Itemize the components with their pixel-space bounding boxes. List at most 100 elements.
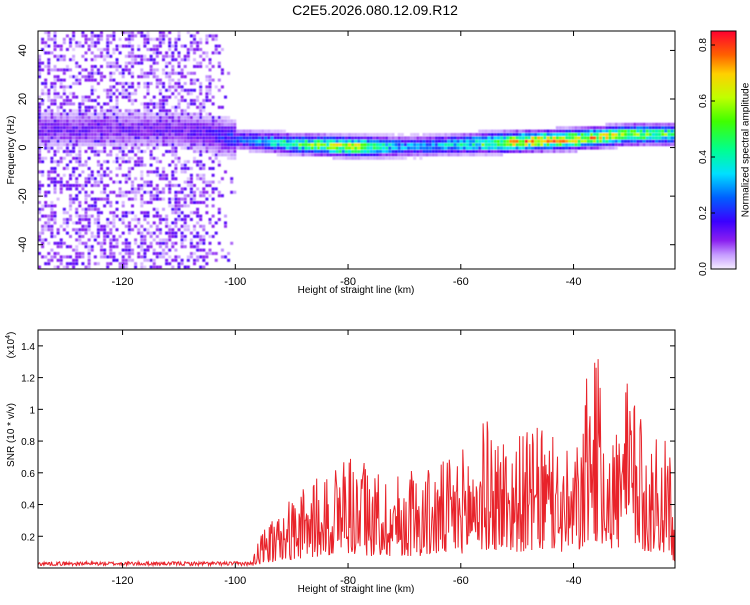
spectrogram-cell [171, 126, 175, 130]
spectrogram-cell [199, 248, 203, 252]
spectrogram-cell [50, 228, 54, 232]
spectrogram-cell [205, 112, 209, 116]
spectrogram-cell [205, 262, 209, 266]
snr-scale-label: (x104) [5, 332, 17, 359]
spectrogram-cell [639, 136, 643, 140]
spectrogram-cell [620, 122, 624, 126]
spectrogram-cell [121, 116, 125, 119]
spectrogram-cell [140, 68, 144, 72]
spectrogram-cell [143, 235, 147, 238]
spectrogram-cell [614, 139, 618, 143]
spectrogram-cell [78, 235, 82, 238]
spectrogram-cell [664, 133, 668, 136]
spectrogram-cell [509, 139, 513, 143]
spectrogram-cell [205, 88, 209, 92]
spectrogram-cell [69, 153, 72, 157]
spectrogram-cell [186, 214, 190, 218]
spectrogram-cell [583, 139, 587, 143]
spectrogram-cell [53, 218, 57, 221]
spectrogram-cell [224, 129, 227, 133]
spectrogram-cell [131, 109, 134, 113]
spectrogram-cell [149, 133, 153, 136]
spectrogram-cell [496, 153, 500, 157]
spectrogram-cell [558, 136, 562, 140]
spectrogram-cell [137, 61, 141, 65]
spectrogram-cell [183, 126, 187, 130]
spectrogram-cell [602, 136, 606, 140]
spectrogram-cell [171, 58, 175, 62]
spectrogram-cell [155, 119, 159, 123]
spectrogram-cell [273, 143, 277, 147]
spectrogram-cell [568, 139, 572, 143]
spectrogram-cell [131, 126, 134, 130]
spectrogram-cell [124, 238, 128, 242]
spectrogram-cell [655, 143, 658, 147]
spectrogram-cell [62, 92, 66, 96]
spectrogram-cell [137, 112, 141, 116]
spectrogram-cell [478, 133, 482, 136]
spectrogram-cell [78, 228, 82, 232]
spectrogram-cell [304, 139, 308, 143]
spectrogram-cell [131, 228, 134, 232]
spectrogram-cell [217, 51, 221, 55]
spectrogram-cell [38, 119, 41, 123]
spectrogram-cell [174, 167, 178, 170]
spectrogram-cell [205, 180, 209, 184]
spectrogram-cell [438, 136, 441, 140]
spectrogram-cell [50, 214, 54, 218]
spectrogram-cell [202, 194, 206, 198]
spectrogram-cell [180, 112, 184, 116]
spectrogram-cell [118, 235, 122, 238]
spectrogram-cell [220, 150, 224, 153]
spectrogram-cell [217, 143, 221, 147]
spectrogram-cell [93, 41, 97, 45]
spectrogram-cell [118, 150, 122, 153]
spectrogram-cell [41, 170, 45, 174]
colorbar-ticks: 0.00.20.40.60.8 [698, 38, 715, 276]
spectrogram-cell [605, 146, 609, 150]
spectrogram-cell [220, 119, 224, 123]
spectrogram-cell [481, 143, 485, 147]
spectrogram-cell [127, 99, 131, 102]
spectrogram-cell [186, 184, 190, 187]
spectrogram-cell [307, 153, 311, 157]
spectrogram-cell [326, 143, 330, 147]
spectrogram-cell [211, 173, 215, 177]
spectrogram-cell [47, 119, 51, 123]
spectrogram-cell [47, 112, 51, 116]
spectrogram-cell [127, 61, 131, 65]
spectrogram-cell [87, 129, 91, 133]
spectrogram-cell [165, 177, 169, 181]
spectrogram-cell [47, 37, 51, 41]
spectrogram-cell [208, 252, 212, 255]
spectrogram-cell [403, 136, 407, 140]
spectrogram-cell [282, 146, 286, 150]
spectrogram-cell [44, 92, 48, 96]
spectrogram-cell [341, 139, 345, 143]
spectrogram-cell [38, 187, 41, 191]
spectrogram-cell [438, 153, 441, 157]
spectrogram-cell [84, 228, 88, 232]
spectrogram-cell [47, 224, 51, 228]
spectrogram-cell [59, 48, 63, 51]
spectrogram-cell [171, 129, 175, 133]
spectrogram-cell [109, 95, 113, 99]
spectrogram-cell [177, 139, 181, 143]
spectrogram-cell [127, 44, 131, 48]
spectrogram-cell [251, 143, 255, 147]
spectrogram-cell [56, 133, 60, 136]
spectrogram-cell [131, 139, 134, 143]
spectrogram-cell [96, 241, 100, 245]
spectrogram-cell [121, 75, 125, 79]
spectrogram-cell [146, 214, 150, 218]
spectrogram-cell [193, 184, 196, 187]
spectrogram-cell [217, 207, 221, 211]
spectrogram-cell [38, 231, 41, 235]
spectrogram-cell [496, 133, 500, 136]
spectrogram-cell [220, 126, 224, 130]
spectrogram-cell [50, 231, 54, 235]
spectrogram-cell [149, 150, 153, 153]
spectrogram-cell [112, 252, 116, 255]
spectrogram-cell [586, 126, 590, 130]
spectrogram-cell [276, 139, 280, 143]
